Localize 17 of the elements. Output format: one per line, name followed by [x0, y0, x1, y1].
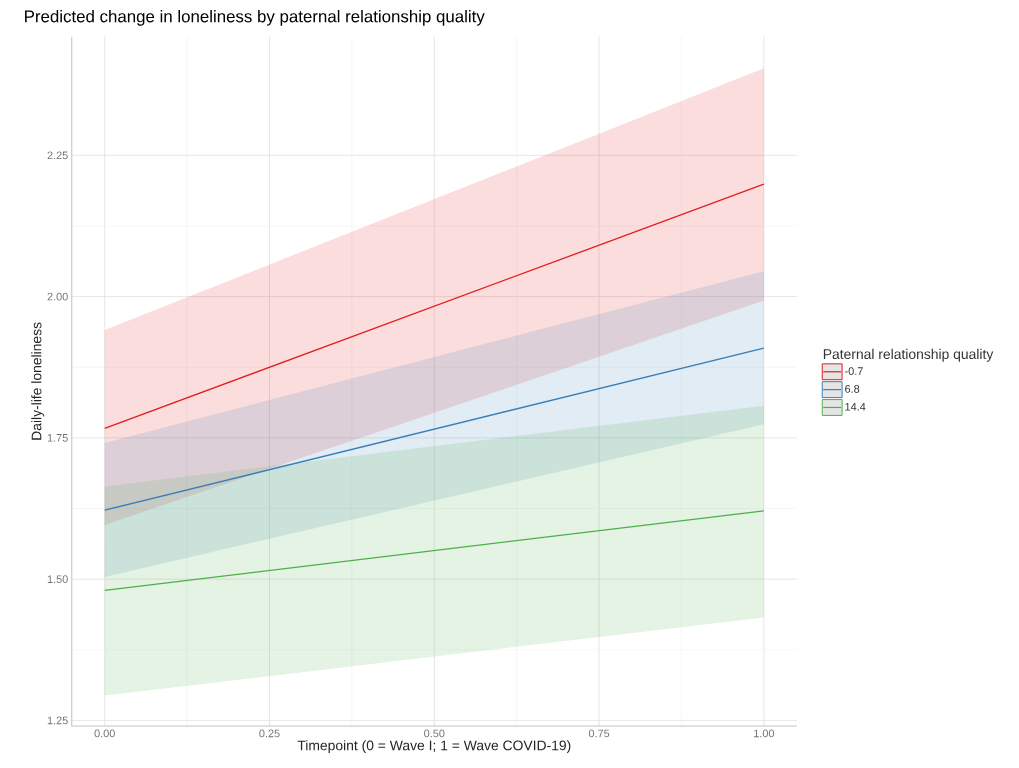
legend-label: 6.8 [845, 385, 860, 393]
x-tick-label: 0.25 [259, 729, 280, 738]
x-axis-title: Timepoint (0 = Wave I; 1 = Wave COVID-19) [297, 740, 571, 754]
y-tick-label: 1.75 [47, 434, 68, 442]
y-tick-label: 1.25 [47, 716, 68, 725]
y-tick-label: 1.50 [47, 575, 68, 584]
x-tick-label: 0.00 [94, 729, 115, 738]
legend-label: 14.4 [845, 403, 866, 411]
y-tick-label: 2.00 [47, 292, 68, 301]
y-axis-title: Daily-life loneliness [31, 322, 45, 440]
x-tick-label: 0.50 [424, 729, 445, 738]
x-tick-label: 1.00 [754, 729, 775, 738]
x-tick-label: 0.75 [588, 729, 610, 738]
y-tick-label: 2.25 [47, 151, 68, 160]
legend-title: Paternal relationship quality [823, 348, 994, 362]
legend-label: -0.7 [845, 367, 863, 376]
chart-title: Predicted change in loneliness by paternal relationship quality [25, 10, 485, 26]
